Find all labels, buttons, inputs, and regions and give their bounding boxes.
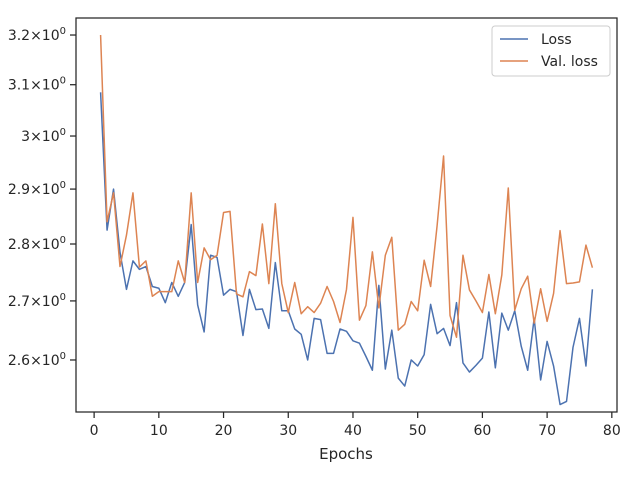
y-tick-label: 3×100 bbox=[21, 127, 66, 145]
x-tick-label: 40 bbox=[344, 423, 362, 439]
x-tick-label: 70 bbox=[538, 423, 556, 439]
legend-label: Val. loss bbox=[541, 54, 598, 70]
x-tick-label: 50 bbox=[409, 423, 427, 439]
series-line-1 bbox=[99, 34, 594, 339]
x-tick-label: 80 bbox=[603, 423, 621, 439]
x-axis-title: Epochs bbox=[319, 445, 373, 463]
y-tick-label: 2.7×100 bbox=[8, 292, 66, 310]
x-axis: 0 10 20 30 40 50 60 70 80 bbox=[90, 412, 621, 439]
y-tick-label: 3.1×100 bbox=[8, 76, 66, 94]
y-tick-label: 2.9×100 bbox=[8, 180, 66, 198]
x-tick-label: 0 bbox=[90, 423, 99, 439]
series-line-0 bbox=[99, 92, 594, 406]
plot-frame bbox=[75, 17, 618, 413]
y-tick-label: 2.8×100 bbox=[8, 235, 66, 253]
plot-lines bbox=[99, 34, 594, 406]
y-tick-label: 2.6×100 bbox=[8, 351, 66, 369]
x-tick-label: 60 bbox=[473, 423, 491, 439]
x-tick-label: 10 bbox=[150, 423, 168, 439]
y-axis: 2.6×100 2.7×100 2.8×100 2.9×100 3×100 3.1×100… bbox=[8, 26, 76, 369]
legend-label: Loss bbox=[541, 32, 572, 48]
legend: Loss Val. loss bbox=[491, 25, 611, 77]
x-tick-label: 30 bbox=[279, 423, 297, 439]
x-tick-label: 20 bbox=[215, 423, 233, 439]
y-tick-label: 3.2×100 bbox=[8, 26, 66, 44]
